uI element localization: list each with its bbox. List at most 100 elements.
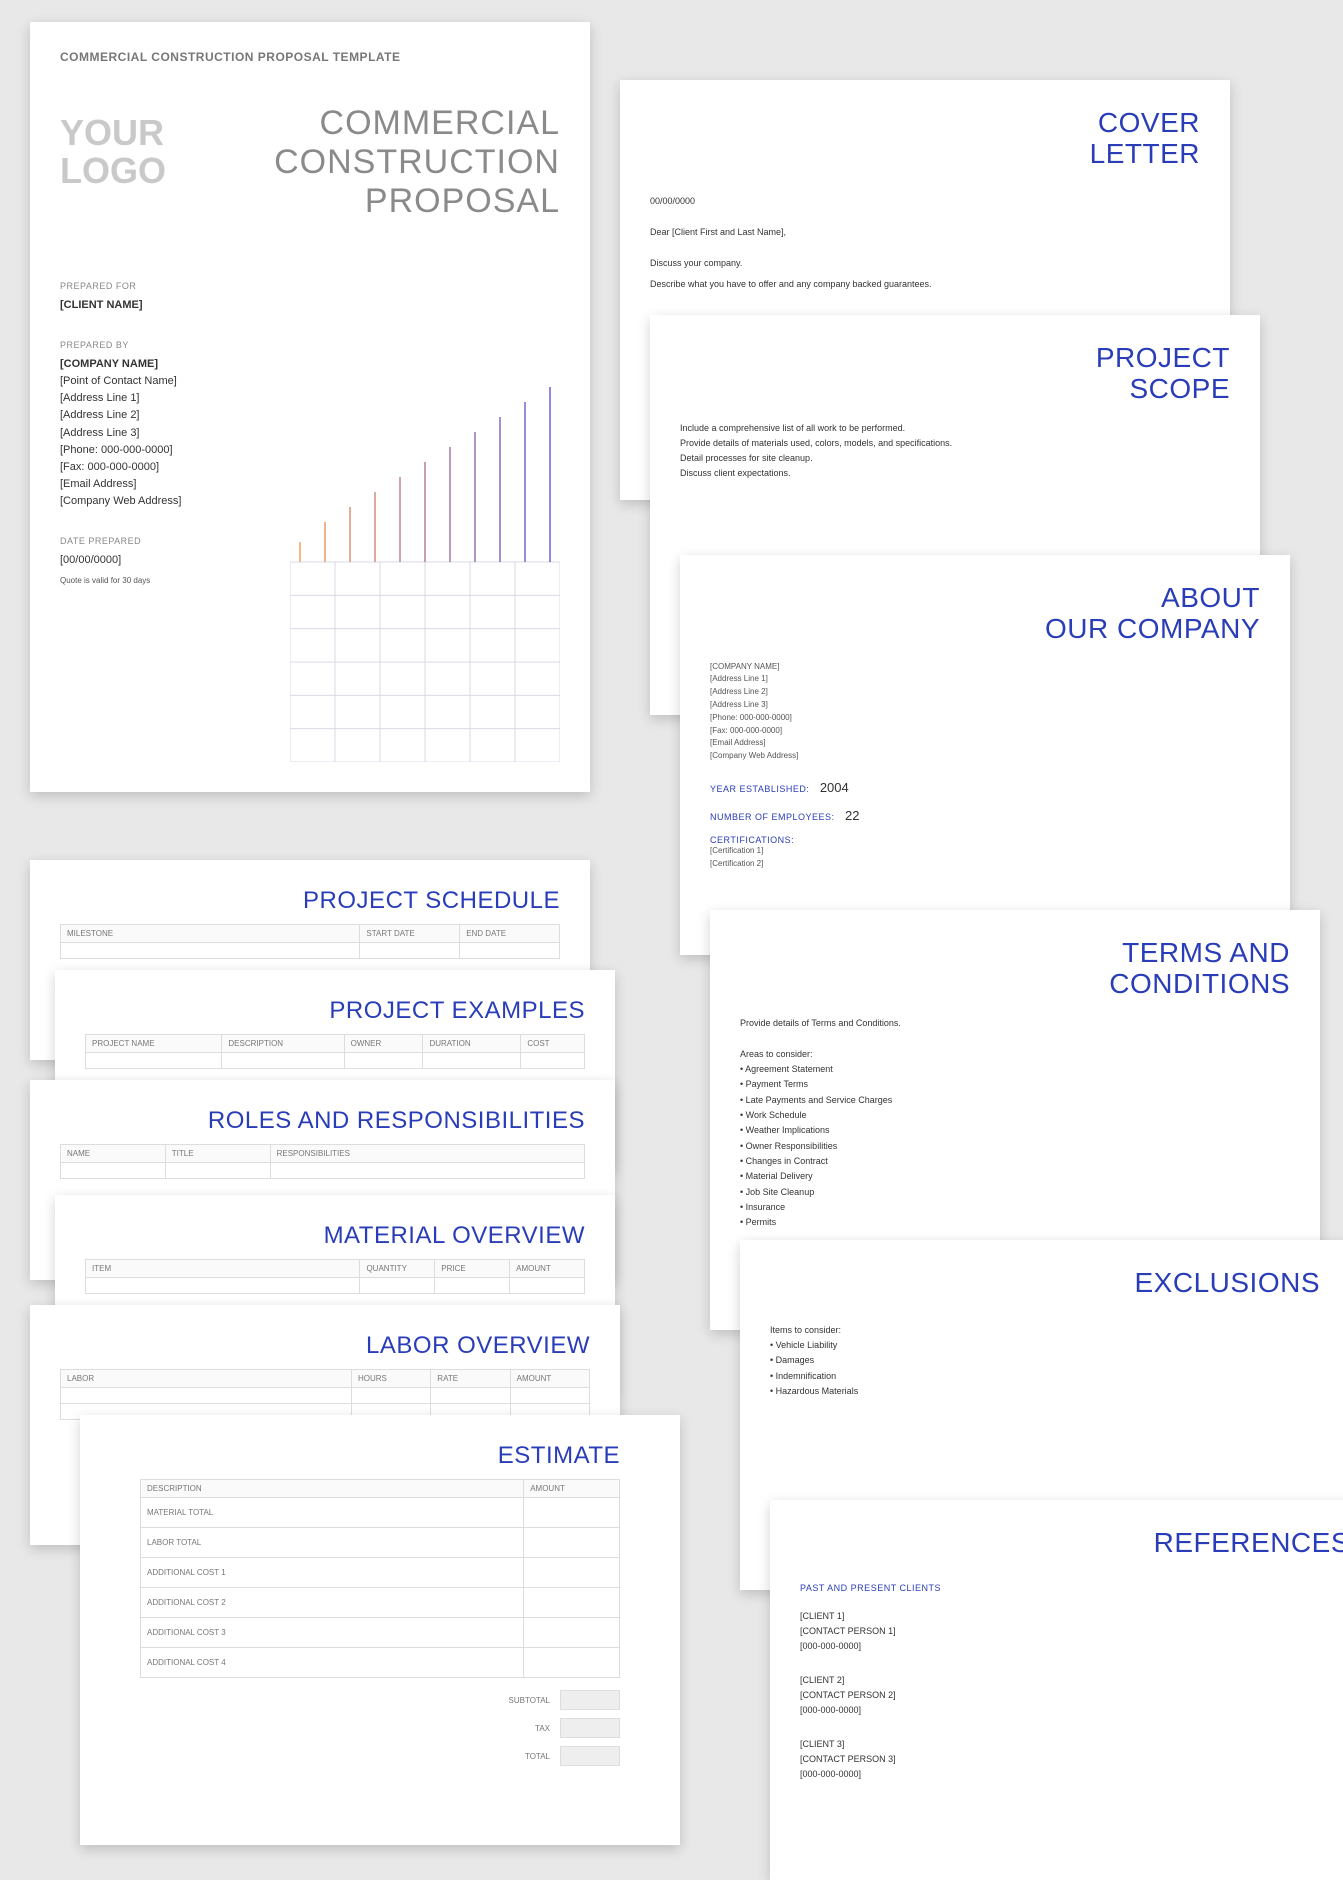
- tl2: CONDITIONS: [1109, 968, 1290, 999]
- cover-page: COMMERCIAL CONSTRUCTION PROPOSAL TEMPLAT…: [30, 22, 590, 792]
- estimate-row-amount: [524, 1528, 620, 1558]
- ma-col-0: ITEM: [86, 1260, 360, 1278]
- estimate-total-box: [560, 1690, 620, 1710]
- logo-line-1: YOUR: [60, 114, 166, 152]
- fax: [Fax: 000-000-0000]: [60, 461, 159, 473]
- terms-item: Job Site Cleanup: [740, 1185, 1290, 1200]
- estimate-total-box: [560, 1746, 620, 1766]
- estimate-row-label: LABOR TOTAL: [141, 1528, 524, 1558]
- estimate-total-label: TOTAL: [525, 1752, 550, 1761]
- estimate-total-row: TAX: [509, 1718, 621, 1738]
- estimate-row-amount: [524, 1648, 620, 1678]
- ref-contact: [CONTACT PERSON 3]: [800, 1752, 1343, 1767]
- addr-2: [Address Line 2]: [60, 409, 140, 421]
- estimate-total-row: SUBTOTAL: [509, 1690, 621, 1710]
- scope-line: Include a comprehensive list of all work…: [680, 421, 1230, 436]
- scope-line: Discuss client expectations.: [680, 466, 1230, 481]
- reference-block: [CLIENT 1] [CONTACT PERSON 1] [000-000-0…: [800, 1609, 1343, 1655]
- terms-item: Payment Terms: [740, 1077, 1290, 1092]
- terms-items: Agreement StatementPayment TermsLate Pay…: [740, 1062, 1290, 1230]
- materials-heading: MATERIAL OVERVIEW: [85, 1223, 585, 1249]
- ref-phone: [000-000-0000]: [800, 1767, 1343, 1782]
- labor-heading: LABOR OVERVIEW: [60, 1333, 590, 1359]
- ro-col-1: TITLE: [165, 1145, 270, 1163]
- scope-lines: Include a comprehensive list of all work…: [680, 421, 1230, 482]
- al1: ABOUT: [1161, 582, 1260, 613]
- roles-heading: ROLES AND RESPONSIBILITIES: [60, 1108, 585, 1134]
- email: [Email Address]: [60, 478, 136, 490]
- ref-phone: [000-000-0000]: [800, 1639, 1343, 1654]
- cert-label: CERTIFICATIONS:: [710, 835, 1260, 845]
- exclusion-item: Damages: [770, 1353, 1320, 1368]
- ex-col-4: COST: [521, 1035, 585, 1053]
- references-heading: REFERENCES: [800, 1528, 1343, 1559]
- logo-line-2: LOGO: [60, 152, 166, 190]
- about-company-lines: [COMPANY NAME][Address Line 1][Address L…: [710, 661, 1260, 763]
- exclusions-heading: EXCLUSIONS: [770, 1268, 1320, 1299]
- estimate-table: DESCRIPTION AMOUNT MATERIAL TOTALLABOR T…: [140, 1479, 620, 1678]
- reference-block: [CLIENT 2] [CONTACT PERSON 2] [000-000-0…: [800, 1673, 1343, 1719]
- estimate-row-amount: [524, 1618, 620, 1648]
- cl-p1: Discuss your company.: [650, 256, 1200, 271]
- prepared-for-label: PREPARED FOR: [60, 281, 560, 291]
- la-col-3: AMOUNT: [510, 1370, 589, 1388]
- references-sub: PAST AND PRESENT CLIENTS: [800, 1583, 1343, 1593]
- addr-1: [Address Line 1]: [60, 392, 140, 404]
- about-line: [Address Line 1]: [710, 673, 1260, 686]
- cl-greeting: Dear [Client First and Last Name],: [650, 225, 1200, 240]
- cl-date: 00/00/0000: [650, 194, 1200, 209]
- ref-name: [CLIENT 2]: [800, 1673, 1343, 1688]
- employees-label: NUMBER OF EMPLOYEES:: [710, 812, 835, 822]
- about-line: [Fax: 000-000-0000]: [710, 725, 1260, 738]
- ex-col-3: DURATION: [423, 1035, 521, 1053]
- estimate-total-label: SUBTOTAL: [509, 1696, 551, 1705]
- terms-heading: TERMS AND CONDITIONS: [740, 938, 1290, 1000]
- cover-title-1: COMMERCIAL: [274, 104, 560, 143]
- ro-col-2: RESPONSIBILITIES: [270, 1145, 584, 1163]
- references-clients: [CLIENT 1] [CONTACT PERSON 1] [000-000-0…: [800, 1609, 1343, 1783]
- sch-col-2: END DATE: [460, 925, 560, 943]
- employees-value: 22: [845, 808, 859, 823]
- sch-col-1: START DATE: [360, 925, 460, 943]
- la-col-1: HOURS: [351, 1370, 430, 1388]
- contact-name: [Point of Contact Name]: [60, 375, 177, 387]
- hl2: LETTER: [1090, 138, 1200, 169]
- cert-line: [Certification 1]: [710, 845, 1260, 858]
- cover-letter-heading: COVER LETTER: [650, 108, 1200, 170]
- cover-title: COMMERCIAL CONSTRUCTION PROPOSAL: [274, 104, 560, 221]
- about-line: [Phone: 000-000-0000]: [710, 712, 1260, 725]
- ma-col-1: QUANTITY: [360, 1260, 435, 1278]
- about-line: [Company Web Address]: [710, 750, 1260, 763]
- cover-title-2: CONSTRUCTION: [274, 143, 560, 182]
- estimate-row-label: ADDITIONAL COST 4: [141, 1648, 524, 1678]
- year-label: YEAR ESTABLISHED:: [710, 784, 809, 794]
- cover-title-3: PROPOSAL: [274, 182, 560, 221]
- about-certs: [Certification 1][Certification 2]: [710, 845, 1260, 871]
- ex-col-0: PROJECT NAME: [86, 1035, 222, 1053]
- estimate-total-box: [560, 1718, 620, 1738]
- terms-areas-label: Areas to consider:: [740, 1047, 1290, 1062]
- la-col-2: RATE: [431, 1370, 510, 1388]
- scope-heading: PROJECT SCOPE: [680, 343, 1230, 405]
- exclusions-items: Vehicle LiabilityDamagesIndemnificationH…: [770, 1338, 1320, 1399]
- terms-item: Insurance: [740, 1200, 1290, 1215]
- web: [Company Web Address]: [60, 495, 181, 507]
- template-label: COMMERCIAL CONSTRUCTION PROPOSAL TEMPLAT…: [60, 50, 560, 64]
- terms-item: Permits: [740, 1215, 1290, 1230]
- hl1: COVER: [1098, 107, 1200, 138]
- terms-item: Material Delivery: [740, 1169, 1290, 1184]
- about-heading: ABOUT OUR COMPANY: [710, 583, 1260, 645]
- al2: OUR COMPANY: [1045, 613, 1260, 644]
- exclusions-label: Items to consider:: [770, 1323, 1320, 1338]
- la-col-0: LABOR: [61, 1370, 352, 1388]
- examples-table: PROJECT NAME DESCRIPTION OWNER DURATION …: [85, 1034, 585, 1069]
- year-value: 2004: [820, 780, 849, 795]
- logo-placeholder: YOUR LOGO: [60, 114, 166, 190]
- estimate-page: ESTIMATE DESCRIPTION AMOUNT MATERIAL TOT…: [80, 1415, 680, 1845]
- es-col-1: AMOUNT: [524, 1480, 620, 1498]
- reference-block: [CLIENT 3] [CONTACT PERSON 3] [000-000-0…: [800, 1737, 1343, 1783]
- estimate-total-label: TAX: [535, 1724, 550, 1733]
- estimate-row-amount: [524, 1558, 620, 1588]
- estimate-row-amount: [524, 1588, 620, 1618]
- about-page: ABOUT OUR COMPANY [COMPANY NAME][Address…: [680, 555, 1290, 955]
